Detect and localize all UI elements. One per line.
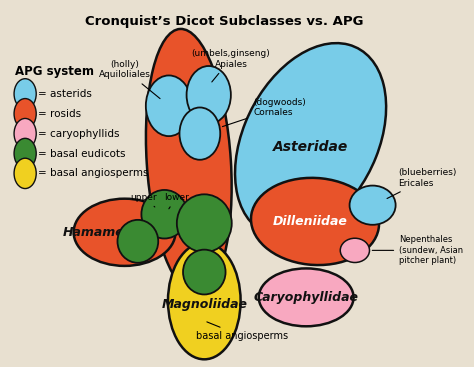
Text: = basal angiosperms: = basal angiosperms — [38, 168, 149, 178]
Ellipse shape — [146, 76, 192, 136]
Ellipse shape — [168, 243, 241, 359]
Ellipse shape — [141, 190, 187, 239]
Text: upper: upper — [130, 193, 157, 207]
Text: lower: lower — [164, 193, 189, 209]
Text: Asteridae: Asteridae — [273, 140, 348, 155]
Ellipse shape — [349, 186, 396, 225]
Ellipse shape — [235, 43, 386, 237]
Text: Rosidae: Rosidae — [149, 198, 210, 212]
Ellipse shape — [14, 99, 36, 129]
Ellipse shape — [73, 199, 175, 266]
Ellipse shape — [14, 79, 36, 109]
Text: Nepenthales
(sundew, Asian
pitcher plant): Nepenthales (sundew, Asian pitcher plant… — [372, 236, 463, 265]
Ellipse shape — [14, 138, 36, 169]
Text: Caryophyllidae: Caryophyllidae — [254, 291, 359, 304]
Text: (umbels,ginseng)
Apiales: (umbels,ginseng) Apiales — [191, 49, 270, 82]
Text: APG system: APG system — [15, 65, 94, 78]
Ellipse shape — [146, 29, 232, 295]
Text: basal angiosperms: basal angiosperms — [196, 322, 288, 341]
Ellipse shape — [183, 250, 226, 294]
Ellipse shape — [177, 194, 232, 252]
Text: = basal eudicots: = basal eudicots — [38, 149, 126, 159]
Text: (blueberries)
Ericales: (blueberries) Ericales — [387, 168, 456, 199]
Text: Hamamelidae: Hamamelidae — [63, 226, 159, 239]
Text: (holly)
Aquiloliales: (holly) Aquiloliales — [99, 60, 160, 99]
Text: = rosids: = rosids — [38, 109, 82, 119]
Ellipse shape — [180, 108, 220, 160]
Text: (dogwoods)
Cornales: (dogwoods) Cornales — [222, 98, 306, 127]
Text: Cronquist’s Dicot Subclasses vs. APG: Cronquist’s Dicot Subclasses vs. APG — [85, 15, 364, 28]
Text: Magnoliidae: Magnoliidae — [161, 298, 247, 311]
Ellipse shape — [14, 119, 36, 149]
Ellipse shape — [14, 158, 36, 189]
Ellipse shape — [340, 238, 370, 262]
Ellipse shape — [251, 178, 379, 265]
Ellipse shape — [118, 220, 158, 263]
Text: = caryophyllids: = caryophyllids — [38, 128, 120, 139]
Text: Dilleniidae: Dilleniidae — [273, 215, 348, 228]
Ellipse shape — [259, 268, 354, 326]
Ellipse shape — [187, 66, 231, 124]
Text: = asterids: = asterids — [38, 89, 92, 99]
